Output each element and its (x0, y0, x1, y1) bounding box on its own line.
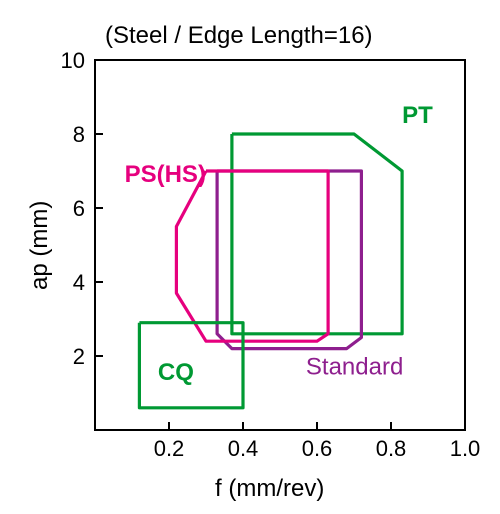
x-tick-label: 0.4 (228, 436, 259, 461)
chart-container: (Steel / Edge Length=16) ap (mm) f (mm/r… (0, 0, 500, 514)
y-tick-label: 8 (73, 122, 85, 147)
region-label-standard: Standard (306, 354, 403, 381)
x-tick-label: 0.2 (154, 436, 185, 461)
y-tick-label: 4 (73, 270, 85, 295)
x-tick-label: 0.8 (376, 436, 407, 461)
y-tick-label: 2 (73, 344, 85, 369)
x-tick-label: 0.6 (302, 436, 333, 461)
x-tick-label: 1.0 (450, 436, 481, 461)
y-tick-label: 6 (73, 196, 85, 221)
y-tick-label: 10 (61, 48, 85, 73)
region-label-pt: PT (402, 102, 433, 129)
plot-area: 0.2 0.4 0.6 0.8 1.0 2 4 6 8 10 PT Standard PS(HS) CQ (0, 0, 500, 514)
region-label-ps_hs: PS(HS) (125, 161, 206, 188)
region-label-cq: CQ (158, 359, 194, 386)
